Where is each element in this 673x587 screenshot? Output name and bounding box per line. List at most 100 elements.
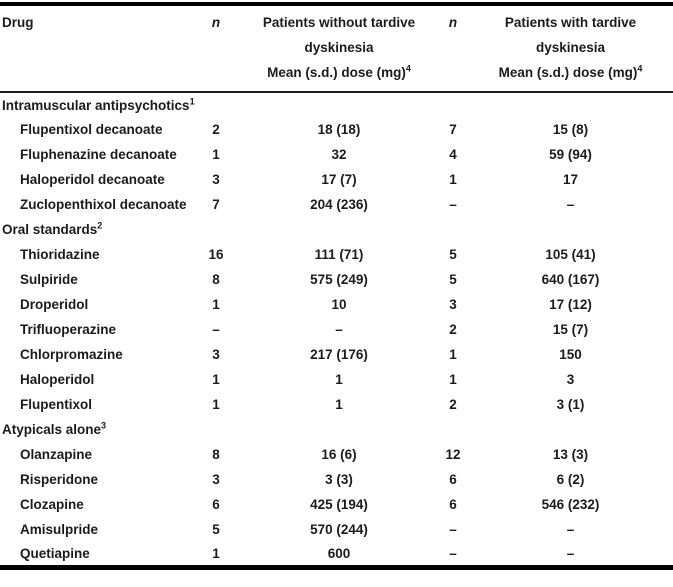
n-without-cell: 7 <box>212 197 220 212</box>
n-with-cell: 1 <box>449 372 457 387</box>
table-row: Quetiapine 1 600 – – <box>0 542 673 567</box>
table-header: Drug n Patients without tardive dyskines… <box>0 4 673 92</box>
dose-with-cell: 15 (7) <box>552 322 589 337</box>
dose-with-cell: 105 (41) <box>545 247 596 262</box>
table-row: Droperidol 1 10 3 17 (12) <box>0 292 673 317</box>
dose-without-cell: 32 <box>331 147 347 162</box>
n-without-cell: 8 <box>212 272 220 287</box>
dose-with-cell: 59 (94) <box>549 147 592 162</box>
header-row: Drug n Patients without tardive dyskines… <box>0 4 673 92</box>
header-n-without: n <box>211 15 221 30</box>
n-with-cell: 4 <box>449 147 457 162</box>
table-row: Flupentixol decanoate 2 18 (18) 7 15 (8) <box>0 117 673 142</box>
table-row: Fluphenazine decanoate 1 32 4 59 (94) <box>0 142 673 167</box>
section-row: Intramuscular antipsychotics1 <box>0 92 673 117</box>
dose-without-cell: – <box>335 322 343 337</box>
drug-dose-table: Drug n Patients without tardive dyskines… <box>0 2 673 570</box>
n-with-cell: 6 <box>449 497 457 512</box>
drug-name-cell: Sulpiride <box>20 272 78 287</box>
header-without-subtitle: Mean (s.d.) dose (mg)4 <box>240 60 438 85</box>
drug-name-cell: Flupentixol <box>20 397 92 412</box>
header-with-subtitle: Mean (s.d.) dose (mg)4 <box>468 60 673 85</box>
header-without-footnote-mark: 4 <box>405 63 411 74</box>
n-with-cell: 12 <box>445 447 461 462</box>
table-row: Sulpiride 8 575 (249) 5 640 (167) <box>0 267 673 292</box>
n-without-cell: 2 <box>212 122 220 137</box>
dose-with-cell: 150 <box>559 347 582 362</box>
table-row: Haloperidol 1 1 1 3 <box>0 367 673 392</box>
drug-name-cell: Trifluoperazine <box>20 322 117 337</box>
dose-with-cell: 13 (3) <box>552 447 589 462</box>
n-without-cell: 3 <box>212 172 220 187</box>
n-with-cell: 5 <box>449 272 457 287</box>
n-with-cell: 1 <box>449 172 457 187</box>
dose-without-cell: 3 (3) <box>325 472 353 487</box>
dose-without-cell: 600 <box>327 545 351 561</box>
dose-with-cell: 3 <box>566 372 575 387</box>
drug-name-cell: Amisulpride <box>20 522 99 537</box>
header-drug: Drug <box>2 15 34 30</box>
table-row: Risperidone 3 3 (3) 6 6 (2) <box>0 467 673 492</box>
n-with-cell: 6 <box>449 472 457 487</box>
drug-name-cell: Clozapine <box>20 497 84 512</box>
dose-without-cell: 18 (18) <box>317 122 361 137</box>
table-row: Olanzapine 8 16 (6) 12 13 (3) <box>0 442 673 467</box>
n-without-cell: 1 <box>212 372 220 387</box>
dose-without-cell: 217 (176) <box>310 347 368 362</box>
section-label-cell: Intramuscular antipsychotics1 <box>0 92 673 117</box>
table-row: Chlorpromazine 3 217 (176) 1 150 <box>0 342 673 367</box>
dose-with-cell: 6 (2) <box>556 472 585 487</box>
n-with-cell: 7 <box>449 122 457 137</box>
header-with-line1: Patients with tardive <box>504 15 637 30</box>
n-with-cell: 3 <box>449 297 457 312</box>
dose-with-cell: – <box>566 522 575 537</box>
section-label-cell: Oral standards2 <box>0 217 673 242</box>
section-row: Oral standards2 <box>0 217 673 242</box>
dose-without-cell: 17 (7) <box>321 172 357 187</box>
dose-with-cell: – <box>566 545 575 561</box>
dose-without-cell: 570 (244) <box>310 522 368 537</box>
n-without-cell: 1 <box>212 147 220 162</box>
dose-with-cell: 3 (1) <box>556 397 585 412</box>
n-with-cell: 2 <box>449 322 457 337</box>
n-without-cell: 3 <box>212 347 220 362</box>
n-without-cell: 1 <box>212 297 220 312</box>
drug-name-cell: Quetiapine <box>20 545 90 561</box>
header-with-tardive: Patients with tardive dyskinesia Mean (s… <box>468 4 673 92</box>
section-label: Intramuscular antipsychotics <box>2 97 190 113</box>
dose-without-cell: 111 (71) <box>314 247 364 262</box>
n-without-cell: 3 <box>212 472 220 487</box>
drug-name-cell: Chlorpromazine <box>20 347 123 362</box>
dose-without-cell: 1 <box>335 372 343 387</box>
dose-with-cell: – <box>566 197 575 212</box>
section-footnote-mark: 3 <box>101 420 107 431</box>
n-without-cell: – <box>212 322 220 337</box>
drug-name-cell: Haloperidol <box>20 372 95 387</box>
header-with-line2: dyskinesia <box>535 40 606 55</box>
dose-without-cell: 1 <box>335 397 343 412</box>
n-with-cell: 5 <box>449 247 457 262</box>
dose-without-cell: 204 (236) <box>310 197 368 212</box>
drug-name-cell: Haloperidol decanoate <box>20 172 165 187</box>
header-without-tardive: Patients without tardive dyskinesia Mean… <box>240 4 438 92</box>
drug-name-cell: Droperidol <box>20 297 89 312</box>
table-row: Trifluoperazine – – 2 15 (7) <box>0 317 673 342</box>
n-with-cell: – <box>449 545 457 561</box>
section-footnote-mark: 1 <box>189 96 195 106</box>
n-with-cell: – <box>449 197 457 212</box>
table-row: Flupentixol 1 1 2 3 (1) <box>0 392 673 417</box>
drug-name-cell: Risperidone <box>20 472 99 487</box>
header-with-subtitle-text: Mean (s.d.) dose (mg) <box>498 65 638 80</box>
dose-with-cell: 15 (8) <box>552 122 589 137</box>
drug-name-cell: Olanzapine <box>20 447 93 462</box>
drug-name-cell: Thioridazine <box>20 247 100 262</box>
section-label-cell: Atypicals alone3 <box>0 417 673 442</box>
dose-with-cell: 640 (167) <box>541 272 600 287</box>
dose-without-cell: 575 (249) <box>310 272 368 287</box>
n-without-cell: 1 <box>212 397 220 412</box>
journal-table-page: Drug n Patients without tardive dyskines… <box>0 2 673 570</box>
section-row: Atypicals alone3 <box>0 417 673 442</box>
n-without-cell: 6 <box>212 497 220 512</box>
drug-name-cell: Flupentixol decanoate <box>20 122 163 137</box>
section-label: Oral standards <box>2 222 98 237</box>
